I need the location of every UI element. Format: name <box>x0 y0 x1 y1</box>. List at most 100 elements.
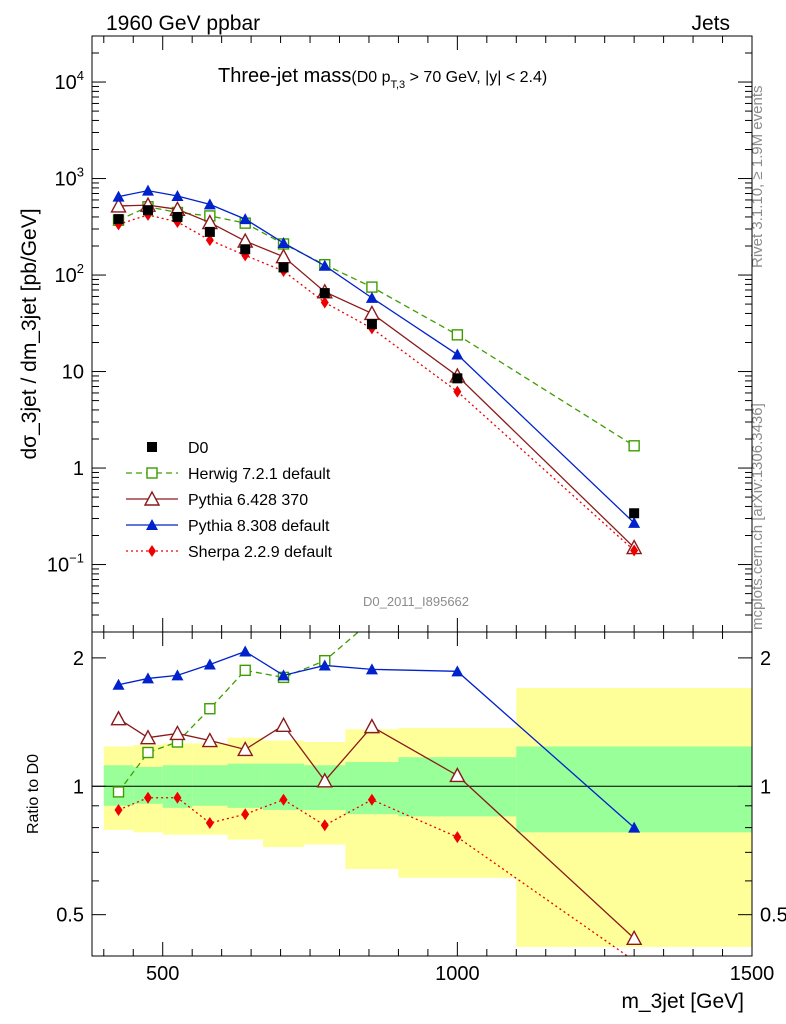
point-d0 <box>319 288 330 299</box>
point-sherpa-2-2-9-default <box>453 385 462 398</box>
series-line-herwig-7-2-1-default <box>118 206 635 447</box>
watermark-analysis-id: D0_2011_I895662 <box>363 594 469 609</box>
legend-marker <box>148 545 156 557</box>
ratio-y-axis-label: Ratio to D0 <box>25 754 42 834</box>
ratio-point-pythia-8-308-default <box>365 663 378 675</box>
ratio-point-herwig-7-2-1-default <box>367 615 377 625</box>
point-sherpa-2-2-9-default <box>320 296 329 309</box>
y-tick-label: 102 <box>55 261 84 287</box>
point-herwig-7-2-1-default <box>451 329 464 341</box>
point-d0 <box>452 373 463 384</box>
legend-marker <box>147 442 157 452</box>
point-d0 <box>172 211 183 222</box>
legend-entry-pythia-8-308-default: Pythia 8.308 default <box>126 518 330 535</box>
ratio-series-sherpa-2-2-9-default <box>114 791 636 956</box>
ratio-point-pythia-8-308-default <box>141 672 154 684</box>
ratio-point-herwig-7-2-1-default <box>142 746 154 759</box>
y-tick-label-exponent: −1 <box>69 551 84 566</box>
main-subtitle-prefix: (D0 p <box>351 69 390 86</box>
legend-entry-d0: D0 <box>147 440 209 457</box>
ratio-line-pythia-8-308-default <box>118 650 635 829</box>
legend-label: Pythia 6.428 370 <box>188 492 308 509</box>
ratio-y-tick-label-right: 2 <box>760 648 771 670</box>
series-line-pythia-8-308-default <box>118 189 635 524</box>
legend-entry-sherpa-2-2-9-default: Sherpa 2.2.9 default <box>126 544 333 561</box>
y-tick-label-base: 1 <box>73 458 84 480</box>
point-sherpa-2-2-9-default <box>630 544 639 557</box>
ratio-point-pythia-6-428-370 <box>363 718 381 734</box>
main-series-group <box>110 184 643 557</box>
ratio-point-pythia-8-308-default <box>171 669 184 681</box>
point-d0 <box>113 214 124 225</box>
stat-uncertainty-band <box>192 765 228 806</box>
point-d0 <box>629 508 640 519</box>
point-pythia-8-308-default <box>628 516 641 528</box>
ratio-y-tick-label: 1 <box>73 776 84 798</box>
ratio-point-pythia-6-428-370 <box>316 772 333 788</box>
ratio-point-sherpa-2-2-9-default <box>114 803 123 816</box>
legend-label: Pythia 8.308 default <box>188 518 330 535</box>
point-pythia-8-308-default <box>318 259 331 271</box>
stat-uncertainty-band <box>304 765 346 810</box>
series-line-pythia-6-428-370 <box>118 204 635 549</box>
ratio-point-sherpa-2-2-9-default <box>320 819 329 832</box>
ratio-point-pythia-6-428-370 <box>110 710 127 726</box>
ratio-point-pythia-8-308-default <box>239 645 252 657</box>
x-tick-label: 1000 <box>435 963 480 985</box>
y-tick-label: 10 <box>62 362 84 384</box>
ratio-line-sherpa-2-2-9-default <box>118 797 629 956</box>
point-d0 <box>142 205 153 216</box>
y-tick-label: 103 <box>55 165 84 191</box>
legend-marker <box>146 467 158 479</box>
y-tick-label-exponent: 2 <box>77 261 84 276</box>
ratio-point-pythia-8-308-default <box>628 821 641 833</box>
legend-label: D0 <box>188 440 209 457</box>
ratio-point-sherpa-2-2-9-default <box>173 791 182 804</box>
series-d0 <box>113 205 640 519</box>
stat-uncertainty-band <box>227 763 263 808</box>
ratio-point-pythia-6-428-370 <box>139 729 157 745</box>
y-tick-label-base: 10 <box>47 555 69 577</box>
x-axis-label: m_3jet [GeV] <box>621 990 744 1013</box>
legend-entry-herwig-7-2-1-default: Herwig 7.2.1 default <box>126 466 331 483</box>
main-subtitle-sub: T,3 <box>391 79 406 91</box>
y-tick-label-exponent: 4 <box>77 68 84 83</box>
stat-uncertainty-band <box>516 746 752 833</box>
ratio-y-tick-label-right: 0.5 <box>760 905 786 927</box>
ratio-point-sherpa-2-2-9-default <box>205 817 214 830</box>
ratio-point-pythia-8-308-default <box>318 659 331 671</box>
main-title-text: Three-jet mass <box>218 65 351 87</box>
point-sherpa-2-2-9-default <box>205 234 214 247</box>
point-pythia-8-308-default <box>365 291 378 303</box>
point-pythia-6-428-370 <box>275 248 292 264</box>
x-tick-label: 1500 <box>730 963 775 985</box>
header-left: 1960 GeV ppbar <box>106 12 260 35</box>
ratio-frame <box>91 631 753 957</box>
point-pythia-8-308-default <box>112 190 125 202</box>
main-subtitle-suffix: > 70 GeV, |y| < 2.4) <box>405 69 547 86</box>
point-pythia-8-308-default <box>171 189 184 201</box>
ratio-point-pythia-6-428-370 <box>237 740 254 757</box>
ratio-point-pythia-8-308-default <box>112 678 125 690</box>
legend-marker <box>143 490 161 506</box>
ratio-series-group <box>92 615 752 956</box>
ratio-point-pythia-8-308-default <box>277 669 290 681</box>
point-pythia-8-308-default <box>203 198 216 210</box>
ratio-point-pythia-6-428-370 <box>169 724 186 741</box>
y-tick-label: 1 <box>73 458 84 480</box>
series-pythia-8-308-default <box>112 184 641 528</box>
point-herwig-7-2-1-default <box>628 440 640 452</box>
mcplots-reference-text: mcplots.cern.ch [arXiv:1306.3436] <box>749 403 766 630</box>
ratio-point-pythia-6-428-370 <box>625 929 643 946</box>
x-tick-label: 500 <box>146 963 179 985</box>
y-tick-label-base: 10 <box>55 72 77 94</box>
ratio-y-tick-label: 2 <box>73 648 84 670</box>
stat-uncertainty-band <box>398 757 517 817</box>
y-tick-label-base: 10 <box>55 169 77 191</box>
ratio-series-pythia-8-308-default <box>112 645 641 833</box>
ratio-point-herwig-7-2-1-default <box>239 664 251 677</box>
legend-label: Sherpa 2.2.9 default <box>188 544 333 561</box>
ratio-point-herwig-7-2-1-default <box>204 703 216 715</box>
